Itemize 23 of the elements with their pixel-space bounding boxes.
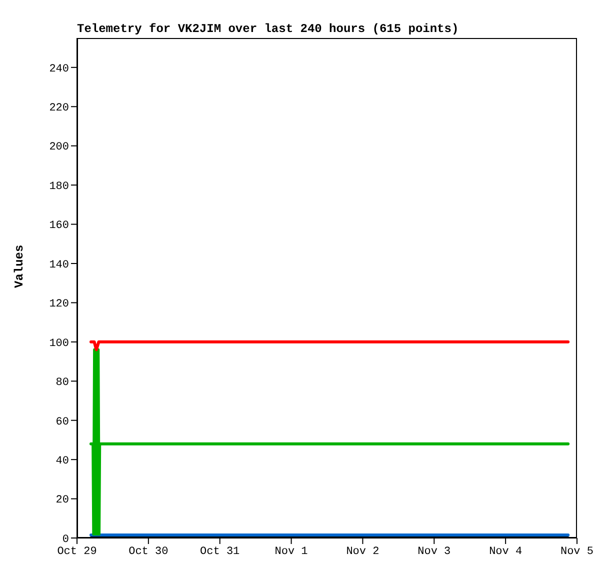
- y-tick-label: 120: [49, 298, 69, 311]
- y-axis-title: Values: [12, 244, 26, 288]
- x-tick-label: Nov 2: [346, 546, 380, 558]
- y-tick-label: 220: [49, 102, 69, 115]
- y-tick-label: 140: [49, 259, 69, 272]
- x-tick-label: Nov 1: [274, 546, 308, 558]
- x-tick-label: Nov 4: [489, 546, 522, 558]
- x-tick-label: Nov 5: [560, 546, 594, 558]
- chart-title: Telemetry for VK2JIM over last 240 hours (615 points): [77, 22, 459, 36]
- y-tick-label: 40: [56, 455, 69, 468]
- y-tick-label: 80: [56, 377, 69, 390]
- y-tick-label: 160: [49, 220, 69, 232]
- x-tick-label: Oct 29: [57, 546, 97, 558]
- x-tick-label: Nov 3: [418, 546, 451, 558]
- y-tick-label: 240: [49, 63, 69, 76]
- y-tick-label: 60: [56, 416, 69, 428]
- x-tick-label: Oct 30: [128, 546, 168, 558]
- x-tick-label: Oct 31: [200, 546, 240, 558]
- y-tick-label: 100: [49, 338, 69, 350]
- y-tick-label: 20: [56, 494, 69, 507]
- y-tick-label: 0: [62, 534, 69, 546]
- y-tick-label: 200: [49, 142, 69, 154]
- y-tick-label: 180: [49, 180, 69, 193]
